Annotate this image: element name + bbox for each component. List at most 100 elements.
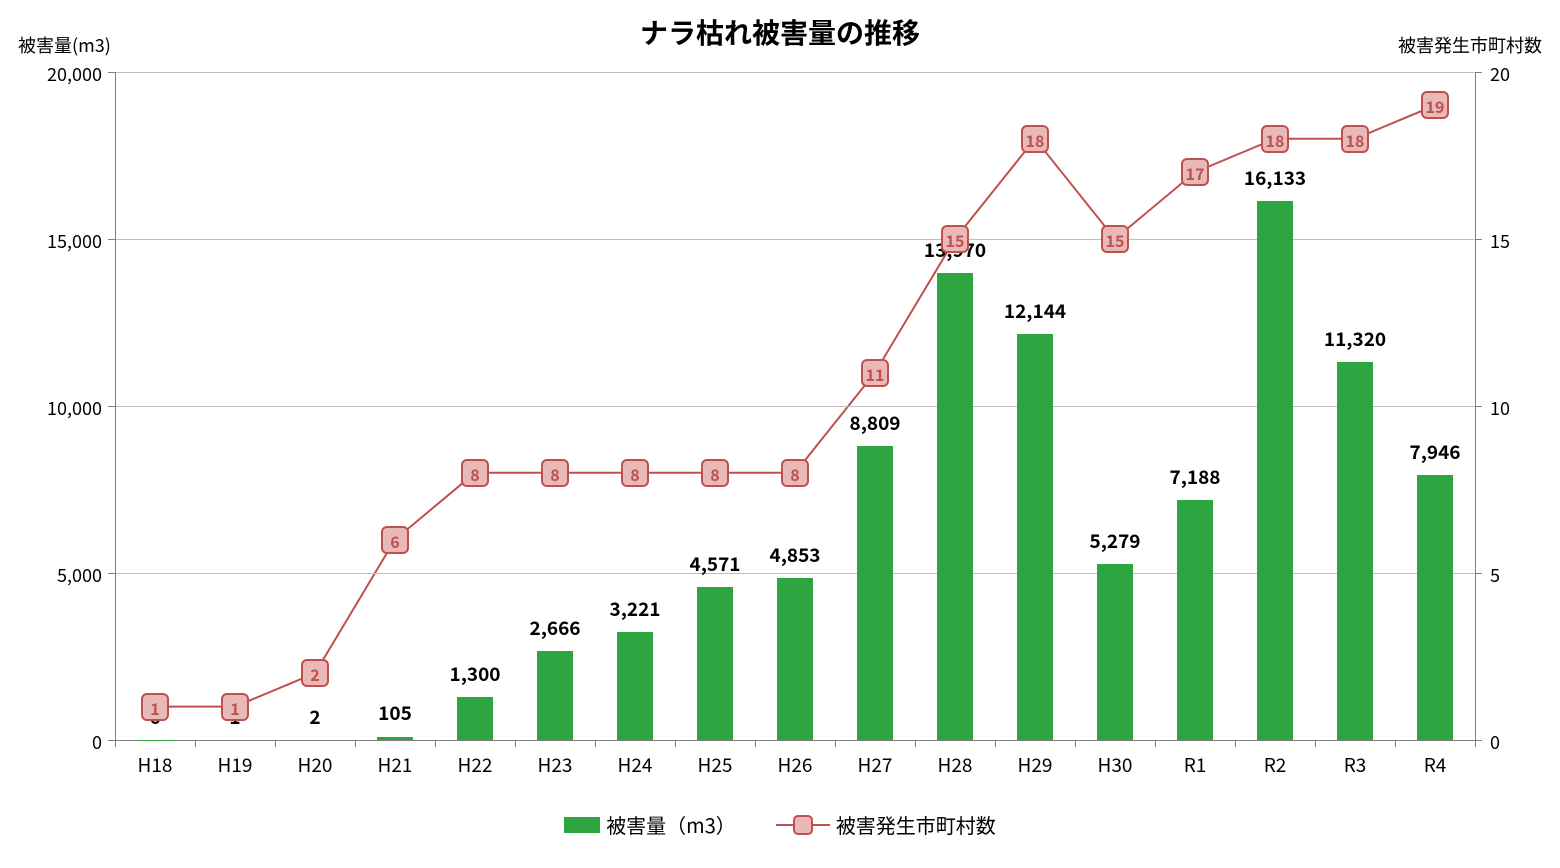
y-right-tick (1475, 740, 1482, 741)
plot-area: 05,00010,00015,00020,00005101520H186H191… (115, 72, 1475, 740)
x-tick-label: H26 (778, 751, 813, 778)
bar-value-label: 4,571 (689, 550, 740, 577)
bar (1177, 500, 1213, 740)
y-right-tick (1475, 72, 1482, 73)
x-tick (195, 740, 196, 747)
line-marker: 8 (461, 459, 489, 487)
bar (697, 587, 733, 740)
bar (937, 273, 973, 740)
x-tick-label: H30 (1098, 751, 1133, 778)
bar-value-label: 7,946 (1409, 438, 1460, 465)
bar-value-label: 7,188 (1169, 463, 1220, 490)
line-marker: 18 (1021, 125, 1049, 153)
x-tick (755, 740, 756, 747)
y-left-tick-label: 10,000 (47, 395, 102, 421)
x-tick-label: H23 (538, 751, 573, 778)
x-tick-label: R3 (1344, 751, 1367, 778)
bar (1257, 201, 1293, 740)
bar (1417, 475, 1453, 740)
legend-item-bars: 被害量（m3） (564, 810, 736, 839)
y-right-tick-label: 0 (1490, 729, 1500, 755)
legend-marker-box (793, 815, 813, 835)
y-right-tick-label: 20 (1490, 61, 1510, 87)
bar (1017, 334, 1053, 740)
bar (377, 737, 413, 741)
x-tick-label: R1 (1184, 751, 1207, 778)
x-tick (595, 740, 596, 747)
x-axis-line (115, 740, 1475, 741)
x-tick-label: H19 (218, 751, 253, 778)
y-right-tick-label: 15 (1490, 228, 1510, 254)
line-marker: 15 (1101, 225, 1129, 253)
line-marker: 8 (541, 459, 569, 487)
x-tick-label: H24 (618, 751, 653, 778)
x-tick (1395, 740, 1396, 747)
line-marker: 19 (1421, 91, 1449, 119)
x-tick (1475, 740, 1476, 747)
y-left-tick-label: 0 (92, 729, 102, 755)
y-left-tick (108, 406, 115, 407)
legend-label-bars: 被害量（m3） (606, 810, 736, 839)
line-marker: 1 (221, 693, 249, 721)
y-right-axis-title: 被害発生市町村数 (1398, 32, 1542, 58)
line-marker: 17 (1181, 158, 1209, 186)
bar-value-label: 4,853 (769, 541, 820, 568)
bar (537, 651, 573, 740)
x-tick-label: H22 (458, 751, 493, 778)
y-right-tick (1475, 406, 1482, 407)
x-tick (915, 740, 916, 747)
bar (457, 697, 493, 740)
bar-value-label: 5,279 (1089, 527, 1140, 554)
bar (857, 446, 893, 740)
y-right-tick (1475, 239, 1482, 240)
y-left-tick (108, 72, 115, 73)
x-tick (1155, 740, 1156, 747)
bar-value-label: 1,300 (449, 660, 500, 687)
y-right-tick-label: 10 (1490, 395, 1510, 421)
line-marker: 6 (381, 526, 409, 554)
x-tick (1315, 740, 1316, 747)
y-left-tick-label: 20,000 (47, 61, 102, 87)
bar-value-label: 11,320 (1324, 325, 1386, 352)
x-tick-label: H18 (138, 751, 173, 778)
x-tick (435, 740, 436, 747)
x-tick (675, 740, 676, 747)
line-marker: 11 (861, 359, 889, 387)
bar-value-label: 8,809 (849, 409, 900, 436)
line-marker: 8 (621, 459, 649, 487)
x-tick (1075, 740, 1076, 747)
y-left-tick-label: 5,000 (57, 562, 102, 588)
y-right-tick (1475, 573, 1482, 574)
x-tick (835, 740, 836, 747)
x-tick (355, 740, 356, 747)
bar (617, 632, 653, 740)
x-tick-label: H20 (298, 751, 333, 778)
line-marker: 15 (941, 225, 969, 253)
bar-value-label: 16,133 (1244, 164, 1306, 191)
bar-value-label: 3,221 (609, 595, 660, 622)
gridline (115, 72, 1475, 73)
bar (777, 578, 813, 740)
line-marker: 8 (701, 459, 729, 487)
legend: 被害量（m3） 被害発生市町村数 (0, 810, 1560, 839)
x-tick-label: H28 (938, 751, 973, 778)
x-tick-label: R2 (1264, 751, 1287, 778)
legend-label-line: 被害発生市町村数 (836, 810, 996, 839)
legend-swatch-bar (564, 817, 600, 833)
bar (1097, 564, 1133, 740)
chart-container: ナラ枯れ被害量の推移 被害量(m3) 被害発生市町村数 05,00010,000… (0, 0, 1560, 868)
y-left-tick (108, 573, 115, 574)
y-left-axis-line (115, 72, 116, 740)
bar-value-label: 105 (378, 699, 412, 726)
x-tick-label: H25 (698, 751, 733, 778)
bar-value-label: 2 (309, 703, 320, 730)
y-left-tick-label: 15,000 (47, 228, 102, 254)
y-right-axis-line (1475, 72, 1476, 740)
x-tick-label: H27 (858, 751, 893, 778)
y-left-axis-title: 被害量(m3) (18, 32, 111, 58)
bar-value-label: 12,144 (1004, 297, 1066, 324)
line-marker: 1 (141, 693, 169, 721)
x-tick (275, 740, 276, 747)
y-left-tick (108, 239, 115, 240)
x-tick-label: H29 (1018, 751, 1053, 778)
